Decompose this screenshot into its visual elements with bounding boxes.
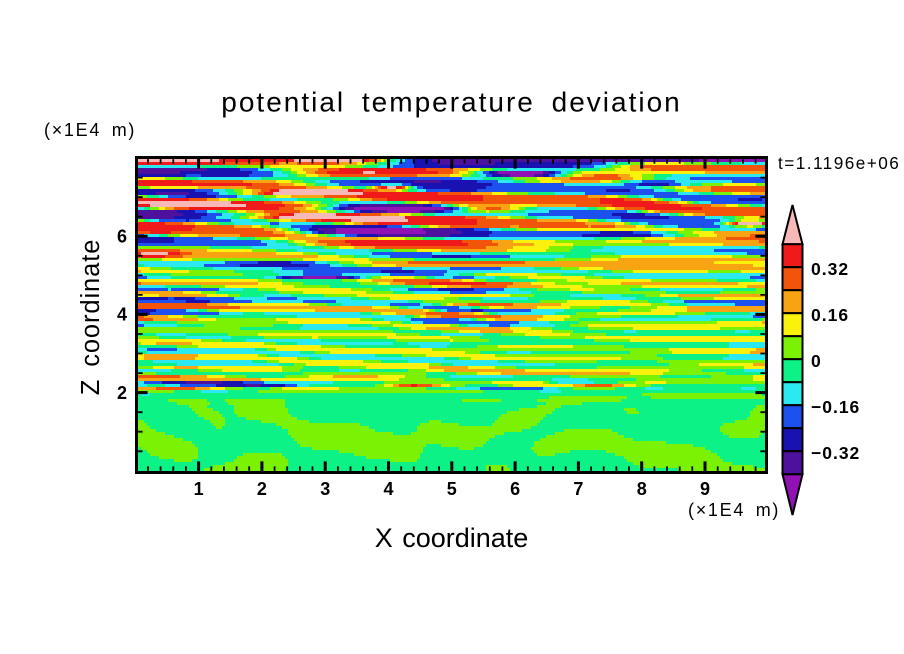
- svg-text:7: 7: [573, 479, 583, 499]
- svg-text:3: 3: [320, 479, 330, 499]
- svg-text:potential temperature deviatio: potential temperature deviation: [221, 87, 681, 118]
- svg-text:9: 9: [700, 479, 710, 499]
- svg-text:0: 0: [811, 351, 822, 371]
- svg-text:0.32: 0.32: [811, 259, 849, 279]
- svg-text:t=1.1196e+06: t=1.1196e+06: [778, 153, 900, 173]
- svg-text:6: 6: [510, 479, 520, 499]
- svg-text:4: 4: [117, 305, 127, 325]
- svg-text:−0.32: −0.32: [811, 443, 860, 463]
- svg-text:2: 2: [117, 383, 127, 403]
- svg-text:0.16: 0.16: [811, 305, 849, 325]
- svg-text:(×1E4 m): (×1E4 m): [44, 120, 136, 140]
- svg-text:−0.16: −0.16: [811, 397, 860, 417]
- svg-text:8: 8: [637, 479, 647, 499]
- svg-text:(×1E4 m): (×1E4 m): [688, 500, 780, 520]
- svg-text:Z coordinate: Z coordinate: [77, 239, 105, 396]
- svg-text:5: 5: [447, 479, 457, 499]
- svg-text:1: 1: [194, 479, 204, 499]
- svg-text:2: 2: [257, 479, 267, 499]
- svg-text:4: 4: [383, 479, 393, 499]
- svg-text:X coordinate: X coordinate: [375, 523, 529, 553]
- svg-text:6: 6: [117, 227, 127, 247]
